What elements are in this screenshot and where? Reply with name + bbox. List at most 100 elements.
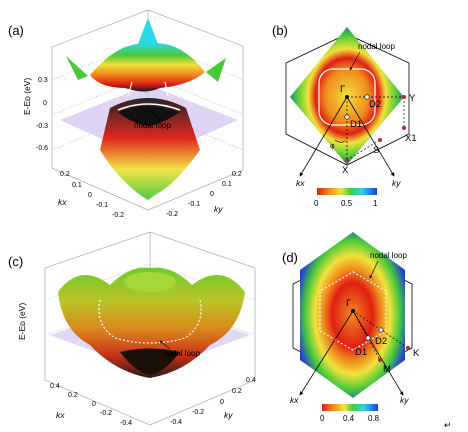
panel-d-label-d1: D1: [355, 347, 367, 358]
panel-c-label: (c): [8, 254, 23, 269]
panel-d-colorbar: [322, 404, 378, 411]
panel-a-cone-tip: [118, 106, 180, 126]
panel-d-point-gamma: [351, 309, 355, 313]
panel-b-annotation-arrow: [349, 51, 361, 71]
panel-b-angle-arc: [334, 139, 346, 143]
panel-d-label-m: M: [383, 364, 391, 375]
panel-a-kx-tick: -0.1: [96, 202, 108, 209]
panel-a-ky-tick: -0.2: [166, 211, 178, 218]
panel-c: (c) nodal loop E-Eᴅ (eV) 0.4 0.2 0 -0.2 …: [8, 231, 256, 427]
panel-d-ky-arrow: [352, 310, 404, 396]
panel-b-label: (b): [272, 23, 288, 38]
panel-c-ky-tick: -0.2: [192, 409, 204, 416]
panel-a-upper-wing-left: [66, 56, 88, 80]
panel-b-label-x1: X1: [405, 133, 417, 144]
panel-d-point-d2: [378, 327, 384, 333]
panel-a-ky-tick: -0.1: [188, 201, 200, 208]
panel-b-colorbar-tick: 0.5: [341, 199, 353, 208]
panel-b-label-s: S: [373, 145, 379, 156]
panel-b-label-x: X: [342, 165, 349, 176]
panel-a-nodal-loop: [117, 103, 181, 111]
panel-a-lower-band: [100, 98, 200, 200]
panel-a-kx-tick: 0.1: [72, 182, 82, 189]
panel-b-ky-label: ky: [392, 178, 401, 188]
panel-c-kx-tick: 0.2: [68, 392, 78, 399]
panel-d-annotation-arrow: [369, 260, 379, 279]
panel-d-colorbar-tick: 0.8: [368, 414, 380, 423]
panel-c-kx-tick: 0: [92, 401, 96, 408]
panel-b-colorbar-tick: 1: [373, 199, 378, 208]
panel-a-upper-peak: [138, 18, 158, 44]
panel-a-ky-tick: 0.2: [232, 171, 242, 178]
panel-a-annotation: nodal loop: [134, 121, 171, 130]
panel-d-nodal-loop: [319, 271, 387, 351]
panel-b-point-gamma: [345, 95, 349, 99]
panel-a-ky-tick: 0.1: [222, 181, 232, 188]
panel-c-cone-tip: [120, 348, 180, 375]
panel-a-loop-marks: [127, 81, 169, 97]
panel-a-z-tick: -0.6: [36, 145, 48, 152]
panel-c-annotation: nodal loop: [163, 349, 200, 358]
panel-d-point-d1: [365, 335, 371, 341]
panel-c-annotation-arrow: [159, 340, 171, 350]
panel-d-label-gamma: Γ: [346, 298, 351, 309]
panel-a-ky-tick: 0: [210, 191, 214, 198]
panel-b-angle-label: φ: [330, 143, 335, 150]
panel-b-label-d1: D1: [350, 119, 362, 130]
panel-c-ky-tick: -0.4: [170, 419, 182, 426]
panel-d-colorbar-tick: 0: [320, 414, 325, 423]
panel-b-point-x1: [402, 126, 406, 130]
panel-c-kx-tick: -0.2: [100, 410, 112, 417]
panel-a-z-tick: 0.3: [38, 77, 48, 84]
panel-a-kx-tick: -0.2: [112, 212, 124, 219]
panel-d-label: (d): [282, 250, 298, 265]
panel-c-z-label: E-Eᴅ (eV): [17, 303, 27, 340]
panel-c-ky-ticks: -0.4 -0.2 0 0.2 0.4: [170, 377, 256, 426]
panel-a: (a) nodal loop E-Eᴅ (eV) 0.3 0 -: [8, 9, 244, 219]
panel-b-ky-arrow: [346, 96, 395, 177]
panel-b-point-x: [345, 158, 349, 162]
panel-d-annotation: nodal loop: [370, 251, 407, 260]
panel-b-label-d2: D2: [369, 99, 381, 110]
panel-a-upper-band: [90, 43, 205, 92]
panel-d-colorbar-tick: 0.4: [343, 414, 355, 423]
panel-a-kx-label: kx: [58, 197, 67, 207]
panel-b-kx-arrow: [299, 96, 348, 177]
panel-c-kx-label: kx: [56, 410, 65, 420]
panel-a-ky-ticks: -0.2 -0.1 0 0.1 0.2: [166, 171, 242, 218]
panel-c-kx-ticks: 0.4 0.2 0 -0.2 -0.4: [50, 383, 132, 427]
panel-a-z-ticks: 0.3 0 -0.3 -0.6: [36, 77, 48, 152]
panel-b-label-y: Y: [409, 93, 416, 104]
panel-c-ky-tick: 0.4: [246, 377, 256, 384]
panel-b-point-s: [378, 138, 382, 142]
panel-c-ky-label: ky: [224, 410, 233, 420]
panel-c-band-surface: [58, 267, 245, 378]
panel-a-kx-tick: 0: [88, 192, 92, 199]
panel-b-annotation: nodal loop: [358, 42, 395, 51]
panel-c-kx-tick: 0.4: [50, 383, 60, 390]
panel-d: (d) nodal loop kx ky Γ D2 D1 K M 0 0.4 0…: [282, 232, 420, 423]
panel-b-point-d2: [364, 94, 370, 100]
panel-d-label-k: K: [413, 348, 420, 359]
panel-b-colorbar: [317, 188, 377, 195]
panel-c-kx-tick: -0.4: [120, 420, 132, 427]
panel-c-ky-tick: 0: [220, 399, 224, 406]
panel-d-ky-label: ky: [400, 395, 409, 405]
panel-b-point-d1: [344, 114, 350, 120]
panel-b-label-gamma: Γ: [340, 84, 345, 95]
panel-b-kx-label: kx: [296, 178, 305, 188]
panel-d-point-m: [378, 358, 382, 362]
panel-a-z-label: E-Eᴅ (eV): [22, 78, 32, 115]
panel-a-kx-tick: 0.2: [60, 171, 70, 178]
panel-c-top-dome: [124, 272, 176, 292]
panel-d-label-d2: D2: [375, 336, 387, 347]
panel-a-annotation-arrow: [151, 110, 161, 122]
panel-a-upper-wing-right: [206, 58, 226, 82]
panel-a-z-tick: -0.3: [36, 123, 48, 130]
panel-b: (b) nodal loop kx ky φ Γ D2 D1 Y X: [272, 23, 417, 208]
panel-d-band-map: [300, 232, 405, 398]
panel-d-point-k: [406, 346, 410, 350]
panel-b-colorbar-tick: 0: [314, 199, 319, 208]
corner-return-mark: ↵: [444, 420, 452, 430]
panel-a-label: (a): [8, 23, 24, 38]
